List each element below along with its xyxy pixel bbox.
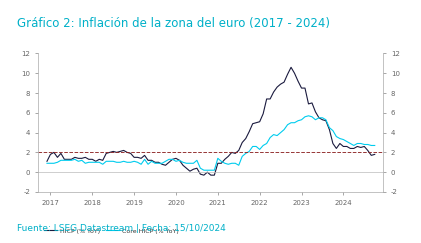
Core HICP (% YoY) [278, 131, 283, 134]
HICP (% YoY) [288, 66, 293, 69]
Core HICP (% YoY) [288, 121, 293, 124]
Legend: HICP (% YoY), Core HICP (% YoY): HICP (% YoY), Core HICP (% YoY) [41, 226, 181, 236]
Core HICP (% YoY) [292, 121, 297, 124]
HICP (% YoY) [45, 160, 50, 163]
Core HICP (% YoY) [306, 114, 311, 117]
Core HICP (% YoY) [372, 144, 377, 147]
Core HICP (% YoY) [45, 162, 50, 165]
Text: Gráfico 2: Inflación de la zona del euro (2017 - 2024): Gráfico 2: Inflación de la zona del euro… [17, 17, 330, 30]
HICP (% YoY) [104, 152, 109, 155]
Line: Core HICP (% YoY): Core HICP (% YoY) [47, 116, 375, 170]
HICP (% YoY) [59, 152, 64, 155]
HICP (% YoY) [292, 72, 297, 75]
HICP (% YoY) [296, 80, 301, 83]
Core HICP (% YoY) [59, 159, 64, 162]
Line: HICP (% YoY): HICP (% YoY) [47, 67, 375, 175]
HICP (% YoY) [372, 153, 377, 156]
HICP (% YoY) [271, 91, 276, 94]
Core HICP (% YoY) [104, 160, 109, 163]
HICP (% YoY) [201, 174, 206, 177]
Text: Fuente: LSEG Datastream | Fecha: 15/10/2024: Fuente: LSEG Datastream | Fecha: 15/10/2… [17, 224, 226, 233]
HICP (% YoY) [278, 83, 283, 86]
Core HICP (% YoY) [271, 133, 276, 136]
Core HICP (% YoY) [201, 169, 206, 172]
